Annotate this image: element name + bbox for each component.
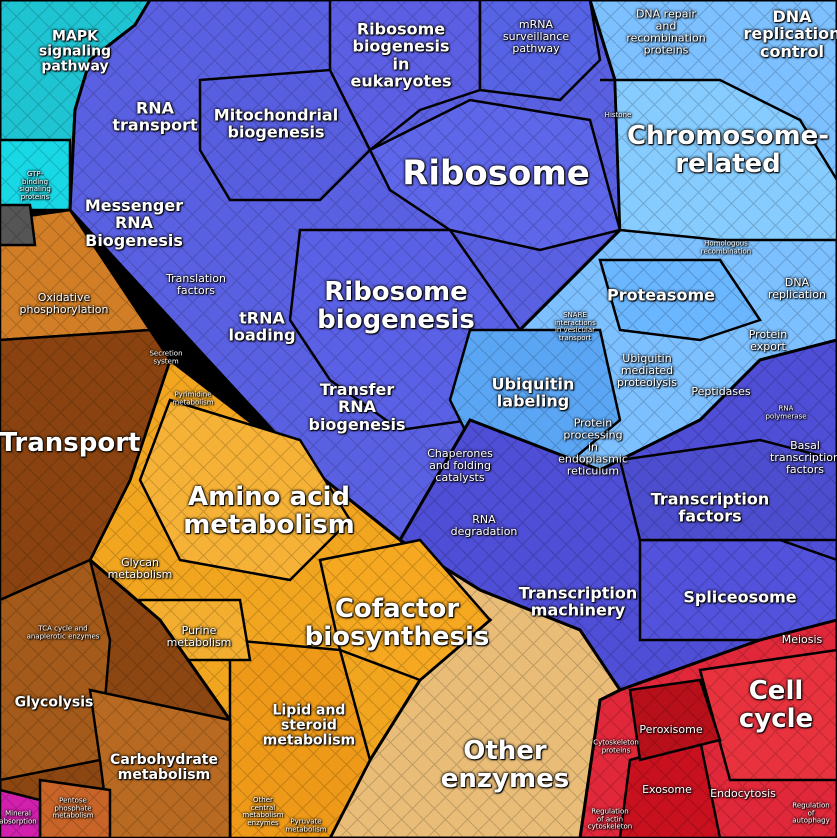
treemap-canvas xyxy=(0,0,837,838)
proteomap: MAPK signaling pathway GTP- binding sign… xyxy=(0,0,837,838)
texture-overlay xyxy=(0,0,837,838)
